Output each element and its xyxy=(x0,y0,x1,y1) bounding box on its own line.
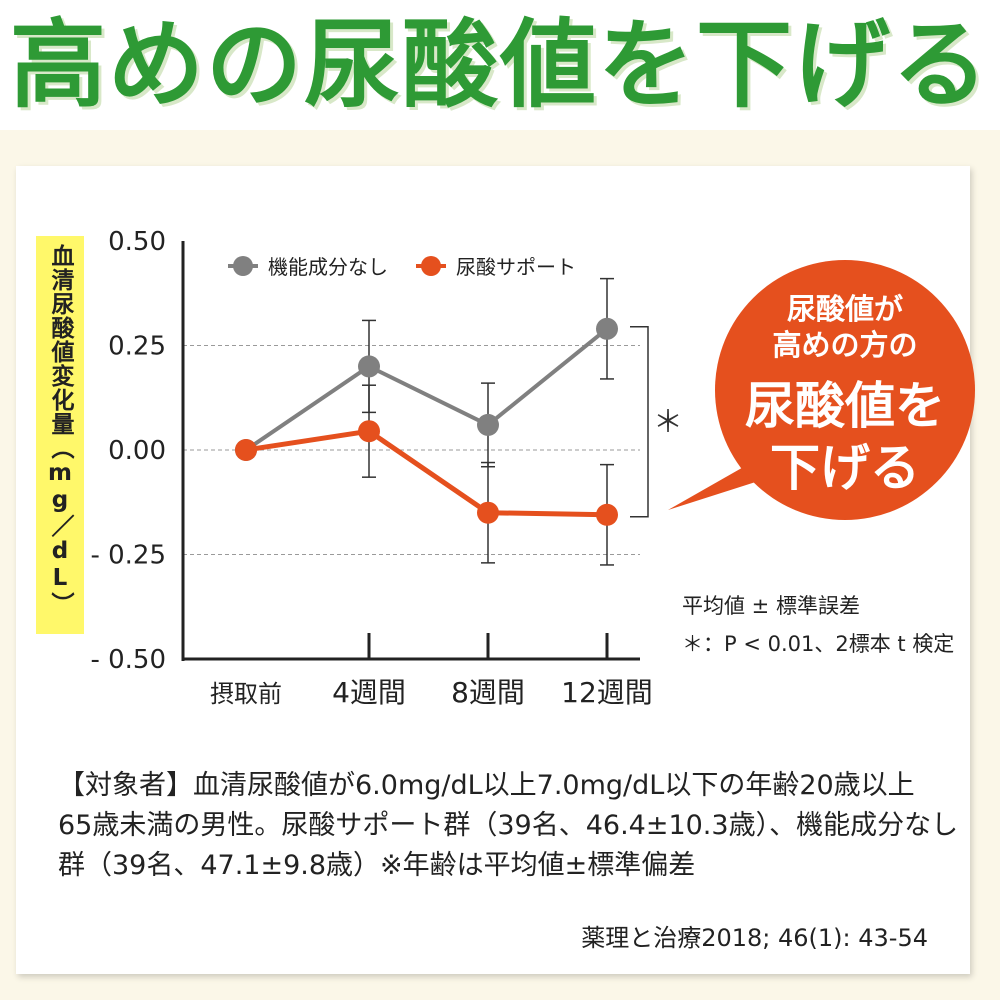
series-0 xyxy=(235,277,618,468)
y-tick-label: 0.25 xyxy=(108,332,166,362)
legend-label-0: 機能成分なし xyxy=(268,255,388,279)
header: 高めの尿酸値を下げる xyxy=(0,0,1000,130)
data-point xyxy=(358,420,380,443)
data-point xyxy=(477,501,499,524)
x-tick-label: 12週間 xyxy=(561,676,653,709)
y-tick-label: - 0.50 xyxy=(90,645,166,675)
series-1 xyxy=(235,384,618,566)
data-point xyxy=(235,439,257,461)
callout-line-2: 高めの方の xyxy=(772,328,918,362)
callout-line-1: 尿酸値が xyxy=(786,292,903,326)
subjects-line-2: 65歳未満の男性。尿酸サポート群（39名、46.4±10.3歳）、機能成分なし xyxy=(58,810,959,841)
y-axis-label: 血清尿酸値変化量（mg／dL） xyxy=(47,244,73,616)
x-tick-label: 8週間 xyxy=(451,676,525,709)
note-mean-se: 平均値 ± 標準誤差 xyxy=(682,594,860,618)
callout-bubble xyxy=(715,260,975,520)
y-axis-label-box: 血清尿酸値変化量（mg／dL） xyxy=(36,236,84,634)
y-tick-label: - 0.25 xyxy=(90,541,166,571)
series-line-0 xyxy=(244,327,609,452)
citation: 薬理と治療2018; 46(1): 43-54 xyxy=(581,924,928,952)
data-point xyxy=(596,503,618,526)
x-tick-label: 4週間 xyxy=(332,676,406,709)
subjects-line-3: 群（39名、47.1±9.8歳）※年齢は平均値±標準偏差 xyxy=(58,850,696,881)
y-tick-label: 0.00 xyxy=(108,436,166,466)
subjects-description: 【対象者】血清尿酸値が6.0mg/dL以上7.0mg/dL以下の年齢20歳以上 … xyxy=(58,766,958,886)
callout-line-4: 下げる xyxy=(770,439,920,497)
data-point xyxy=(358,355,380,378)
y-tick-label: 0.50 xyxy=(108,227,166,257)
subjects-line-1: 【対象者】血清尿酸値が6.0mg/dL以上7.0mg/dL以下の年齢20歳以上 xyxy=(58,770,915,801)
significance-mark: ＊ xyxy=(653,405,683,440)
data-point xyxy=(596,317,618,340)
callout-line-3: 尿酸値を xyxy=(745,377,945,435)
legend-marker-0 xyxy=(233,256,253,276)
data-point xyxy=(477,413,499,436)
significance-bracket xyxy=(630,326,649,518)
note-significance: ＊：P < 0.01、2標本 t 検定 xyxy=(682,632,955,656)
page-title: 高めの尿酸値を下げる xyxy=(10,9,990,121)
x-tick-label: 摂取前 xyxy=(210,680,282,708)
legend-label-1: 尿酸サポート xyxy=(456,255,576,279)
series-line-1 xyxy=(245,428,608,518)
legend-marker-1 xyxy=(421,256,441,276)
